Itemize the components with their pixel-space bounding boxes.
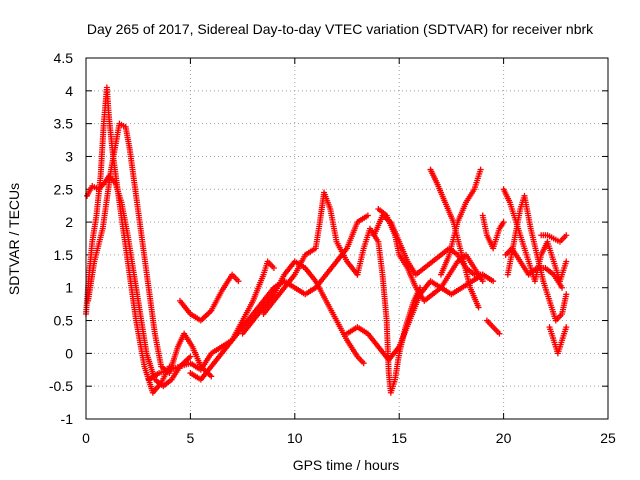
x-tick-label: 25: [600, 430, 616, 446]
data-point: [208, 373, 215, 380]
data-marks: [83, 84, 570, 396]
y-tick-label: 1.5: [54, 247, 74, 263]
y-tick-label: 0: [65, 345, 73, 361]
data-point: [563, 232, 570, 239]
data-series: [85, 120, 215, 380]
data-point: [500, 219, 507, 226]
data-series: [483, 317, 503, 337]
data-point: [187, 353, 194, 360]
x-tick-label: 15: [391, 430, 407, 446]
data-point: [235, 278, 242, 285]
data-point: [364, 212, 371, 219]
data-point: [475, 304, 482, 311]
data-point: [479, 278, 486, 285]
y-tick-label: 3.5: [54, 116, 74, 132]
data-point: [490, 278, 497, 285]
data-series: [538, 232, 570, 245]
data-series: [176, 271, 242, 324]
data-series: [504, 192, 570, 324]
data-series: [375, 205, 486, 304]
data-point: [270, 265, 277, 272]
y-tick-label: 2: [65, 214, 73, 230]
y-tick-label: 4.5: [54, 50, 74, 66]
data-point: [360, 360, 367, 367]
data-point: [563, 324, 570, 331]
data-series: [479, 212, 507, 252]
plot-frame: [85, 57, 609, 420]
data-point: [563, 258, 570, 265]
data-point: [563, 291, 570, 298]
grid-lines: [86, 58, 608, 419]
data-point: [559, 284, 566, 291]
y-tick-label: -1: [61, 411, 74, 427]
x-axis-label: GPS time / hours: [293, 457, 400, 473]
data-series: [84, 173, 194, 390]
axis-ticks: [85, 57, 609, 420]
data-series: [546, 324, 570, 357]
data-series: [239, 258, 367, 367]
data-series: [145, 258, 277, 383]
data-series: [437, 166, 484, 278]
x-tick-label: 10: [287, 430, 303, 446]
x-tick-label: 0: [82, 430, 90, 446]
y-tick-label: 2.5: [54, 181, 74, 197]
x-tick-label: 20: [496, 430, 512, 446]
x-tick-label: 5: [187, 430, 195, 446]
tick-labels: 0 5 10 15 20 25 -1 -0.5 0 0.5 1 1.5 2 2.5 3 3.5 4 4.5: [49, 50, 616, 446]
data-series: [344, 271, 486, 363]
y-tick-label: -0.5: [49, 378, 73, 394]
y-tick-label: 3: [65, 148, 73, 164]
y-tick-label: 1: [65, 280, 73, 296]
data-series: [83, 84, 173, 396]
y-tick-label: 4: [65, 83, 73, 99]
chart-title: Day 265 of 2017, Sidereal Day-to-day VTE…: [87, 21, 594, 37]
data-series: [260, 189, 361, 317]
y-tick-label: 0.5: [54, 313, 74, 329]
data-point: [477, 166, 484, 173]
data-point: [496, 330, 503, 337]
y-axis-label: SDTVAR / TECUs: [6, 183, 22, 295]
